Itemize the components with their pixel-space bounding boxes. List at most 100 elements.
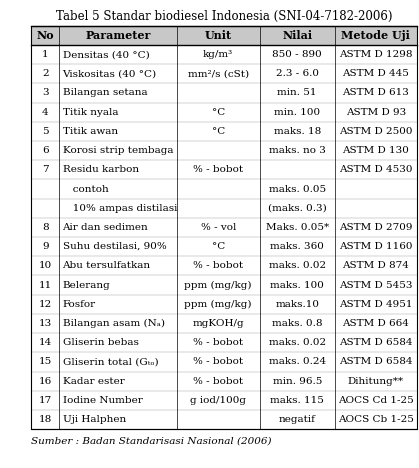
Text: Uji Halphen: Uji Halphen xyxy=(62,415,126,424)
Text: 14: 14 xyxy=(39,338,52,347)
Text: maks. 18: maks. 18 xyxy=(274,127,321,136)
Text: g iod/100g: g iod/100g xyxy=(190,396,246,405)
Text: Residu karbon: Residu karbon xyxy=(62,165,139,174)
Text: Abu tersulfatkan: Abu tersulfatkan xyxy=(62,261,151,271)
Text: Suhu destilasi, 90%: Suhu destilasi, 90% xyxy=(62,242,166,251)
Text: min. 96.5: min. 96.5 xyxy=(272,377,322,386)
Text: 4: 4 xyxy=(42,108,49,117)
Text: % - vol: % - vol xyxy=(201,223,236,232)
Bar xyxy=(31,237,417,256)
Text: maks. 0.02: maks. 0.02 xyxy=(269,338,326,347)
Text: 17: 17 xyxy=(39,396,52,405)
Text: 18: 18 xyxy=(39,415,52,424)
Text: Fosfor: Fosfor xyxy=(62,300,96,309)
Text: maks. 0.24: maks. 0.24 xyxy=(269,358,326,366)
Text: maks. 360: maks. 360 xyxy=(270,242,324,251)
Text: 3: 3 xyxy=(42,88,49,97)
Text: Air dan sedimen: Air dan sedimen xyxy=(62,223,148,232)
Text: min. 51: min. 51 xyxy=(277,88,317,97)
Bar xyxy=(31,314,417,333)
Text: maks. 0.05: maks. 0.05 xyxy=(269,184,326,194)
Bar xyxy=(31,160,417,179)
Text: 11: 11 xyxy=(39,281,52,290)
Text: maks. 100: maks. 100 xyxy=(270,281,324,290)
Text: maks. 0.8: maks. 0.8 xyxy=(272,319,323,328)
Text: mgKOH/g: mgKOH/g xyxy=(192,319,244,328)
Text: % - bobot: % - bobot xyxy=(193,165,243,174)
Bar xyxy=(31,102,417,122)
Text: % - bobot: % - bobot xyxy=(193,261,243,271)
Text: 2: 2 xyxy=(42,69,49,78)
Text: Nilai: Nilai xyxy=(282,30,312,41)
Text: % - bobot: % - bobot xyxy=(193,358,243,366)
Bar xyxy=(31,26,417,429)
Text: Dihitung**: Dihitung** xyxy=(348,377,404,386)
Text: 8: 8 xyxy=(42,223,49,232)
Text: ASTM D 93: ASTM D 93 xyxy=(346,108,406,117)
Text: AOCS Cb 1-25: AOCS Cb 1-25 xyxy=(338,415,414,424)
Text: ASTM D 130: ASTM D 130 xyxy=(342,146,409,155)
Text: ASTM D 4530: ASTM D 4530 xyxy=(339,165,413,174)
Text: maks.10: maks.10 xyxy=(275,300,319,309)
Bar xyxy=(31,45,417,64)
Text: ASTM D 874: ASTM D 874 xyxy=(342,261,409,271)
Text: Parameter: Parameter xyxy=(85,30,151,41)
Text: maks. no 3: maks. no 3 xyxy=(269,146,326,155)
Text: Iodine Number: Iodine Number xyxy=(62,396,142,405)
Text: Gliserin total (Gₜₒ): Gliserin total (Gₜₒ) xyxy=(62,358,158,366)
Text: 10% ampas distilasi: 10% ampas distilasi xyxy=(62,204,177,213)
Bar xyxy=(31,26,417,45)
Text: mm²/s (cSt): mm²/s (cSt) xyxy=(188,69,249,78)
Text: °C: °C xyxy=(212,242,225,251)
Text: (maks. 0.3): (maks. 0.3) xyxy=(268,204,326,213)
Text: Tabel 5 Standar biodiesel Indonesia (SNI-04-7182-2006): Tabel 5 Standar biodiesel Indonesia (SNI… xyxy=(56,10,393,23)
Text: % - bobot: % - bobot xyxy=(193,377,243,386)
Text: 6: 6 xyxy=(42,146,49,155)
Text: Belerang: Belerang xyxy=(62,281,110,290)
Text: 10: 10 xyxy=(39,261,52,271)
Bar xyxy=(31,198,417,218)
Text: Maks. 0.05*: Maks. 0.05* xyxy=(266,223,329,232)
Text: Bilangan setana: Bilangan setana xyxy=(62,88,147,97)
Text: contoh: contoh xyxy=(62,184,108,194)
Text: 13: 13 xyxy=(39,319,52,328)
Text: 2.3 - 6.0: 2.3 - 6.0 xyxy=(276,69,319,78)
Bar xyxy=(31,122,417,141)
Bar xyxy=(31,83,417,102)
Bar xyxy=(31,141,417,160)
Bar xyxy=(31,218,417,237)
Text: maks. 115: maks. 115 xyxy=(270,396,324,405)
Text: AOCS Cd 1-25: AOCS Cd 1-25 xyxy=(338,396,414,405)
Text: 5: 5 xyxy=(42,127,49,136)
Text: maks. 0.02: maks. 0.02 xyxy=(269,261,326,271)
Text: Viskositas (40 °C): Viskositas (40 °C) xyxy=(62,69,157,78)
Text: ppm (mg/kg): ppm (mg/kg) xyxy=(184,280,252,290)
Bar xyxy=(31,372,417,391)
Text: Titik awan: Titik awan xyxy=(62,127,118,136)
Text: % - bobot: % - bobot xyxy=(193,338,243,347)
Bar xyxy=(31,333,417,352)
Text: ASTM D 4951: ASTM D 4951 xyxy=(339,300,413,309)
Bar xyxy=(31,295,417,314)
Bar xyxy=(31,352,417,372)
Text: ASTM D 6584: ASTM D 6584 xyxy=(339,358,413,366)
Bar xyxy=(31,256,417,276)
Text: Sumber : Badan Standarisasi Nasional (2006): Sumber : Badan Standarisasi Nasional (20… xyxy=(31,436,272,445)
Text: ASTM D 6584: ASTM D 6584 xyxy=(339,338,413,347)
Text: 1: 1 xyxy=(42,50,49,59)
Text: ASTM D 2709: ASTM D 2709 xyxy=(339,223,413,232)
Text: Korosi strip tembaga: Korosi strip tembaga xyxy=(62,146,173,155)
Text: 850 - 890: 850 - 890 xyxy=(272,50,322,59)
Text: ASTM D 1298: ASTM D 1298 xyxy=(339,50,413,59)
Text: 7: 7 xyxy=(42,165,49,174)
Text: ASTM D 5453: ASTM D 5453 xyxy=(339,281,413,290)
Text: Metode Uji: Metode Uji xyxy=(341,30,410,41)
Text: 9: 9 xyxy=(42,242,49,251)
Text: 12: 12 xyxy=(39,300,52,309)
Text: ASTM D 2500: ASTM D 2500 xyxy=(339,127,413,136)
Bar xyxy=(31,410,417,429)
Text: Bilangan asam (Nₐ): Bilangan asam (Nₐ) xyxy=(62,319,165,328)
Text: 15: 15 xyxy=(39,358,52,366)
Text: 16: 16 xyxy=(39,377,52,386)
Text: kg/m³: kg/m³ xyxy=(203,50,233,59)
